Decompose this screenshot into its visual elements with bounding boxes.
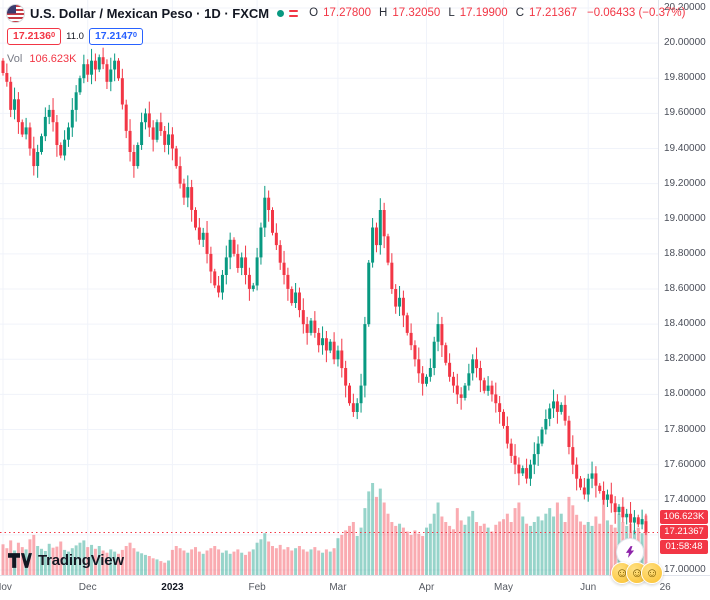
price-tick-label: 18.60000 [664, 283, 706, 294]
buy-sell-row: 17.2136 0 11.0 17.2147 0 [7, 28, 685, 45]
series-menu-icon[interactable] [289, 9, 299, 17]
symbol-title[interactable]: U.S. Dollar / Mexican Peso · 1D · FXCM [30, 5, 270, 21]
tradingview-logo-icon [8, 553, 32, 568]
symbol-icon [6, 3, 25, 23]
price-tick-label: 19.00000 [664, 212, 706, 224]
price-tick-label: 17.00000 [664, 564, 706, 575]
price-tick-label: 20.00000 [664, 37, 706, 49]
time-tick-label: Apr [418, 582, 435, 593]
high-value: 17.32050 [392, 7, 441, 19]
price-tick-label: 19.60000 [664, 107, 706, 119]
price-tick-label: 17.80000 [664, 423, 706, 435]
tradingview-logo[interactable]: TradingView [8, 551, 124, 570]
time-tick-label: Dec [78, 582, 97, 593]
series-dot-icon[interactable] [277, 9, 285, 17]
low-label: L [448, 7, 455, 19]
price-tick-label: 17.40000 [664, 493, 706, 505]
tradingview-logo-text: TradingView [38, 552, 124, 569]
close-value: 17.21367 [529, 7, 577, 19]
volume-row: Vol 106.623K [7, 53, 685, 65]
sell-button[interactable]: 17.2136 0 [7, 28, 62, 45]
time-tick-label: Feb [248, 582, 266, 593]
symbol-row: U.S. Dollar / Mexican Peso · 1D · FXCM O… [6, 3, 686, 23]
spread-value: 11.0 [66, 31, 84, 42]
candlestick-series [1, 47, 648, 536]
open-label: O [309, 7, 319, 19]
price-tick-label: 20.20000 [664, 2, 706, 13]
price-tick-label: 19.80000 [664, 72, 706, 84]
chart-plot[interactable] [0, 0, 658, 575]
price-axis[interactable]: 106.623K 17.21367 01:58:48 20.20000 20.00… [658, 0, 710, 575]
price-tick-label: 19.40000 [664, 142, 706, 154]
volume-axis-badge: 106.623K [660, 510, 708, 525]
emoji-face-icon: ☺ [641, 562, 663, 584]
high-label: H [379, 7, 388, 19]
volume-bars [1, 483, 648, 575]
time-tick-label: 26 [659, 582, 671, 593]
time-tick-label: Jun [580, 582, 597, 593]
grid-lines [0, 0, 658, 575]
open-value: 17.27800 [323, 7, 372, 19]
low-value: 17.19900 [459, 7, 508, 19]
price-tick-label: 18.40000 [664, 318, 706, 330]
bar-countdown-badge: 01:58:48 [660, 540, 708, 555]
emoji-reactions-button[interactable]: ☺ ☺ ☺ [611, 562, 663, 584]
price-tick-label: 19.20000 [664, 177, 706, 189]
price-tick-label: 18.80000 [664, 247, 706, 259]
price-tick-label: 17.60000 [664, 458, 706, 470]
price-tick-label: 18.20000 [664, 353, 706, 365]
time-tick-label: Nov [0, 582, 12, 593]
time-tick-label: May [494, 582, 513, 593]
last-price-badge: 17.21367 [660, 525, 708, 540]
time-tick-label: 2023 [161, 582, 184, 593]
volume-label: Vol [7, 53, 23, 65]
close-label: C [515, 7, 525, 19]
change-value: −0.06433 (−0.37%) [586, 7, 686, 19]
time-axis[interactable]: Nov Dec 2023 Feb Mar Apr May Jun 26 [0, 575, 710, 600]
time-tick-label: Mar [329, 582, 347, 593]
price-tick-label: 18.00000 [664, 388, 706, 400]
volume-value: 106.623K [29, 53, 77, 65]
lightning-icon [625, 546, 635, 558]
chart-legend: U.S. Dollar / Mexican Peso · 1D · FXCM O… [6, 3, 686, 65]
buy-button[interactable]: 17.2147 0 [88, 28, 144, 45]
